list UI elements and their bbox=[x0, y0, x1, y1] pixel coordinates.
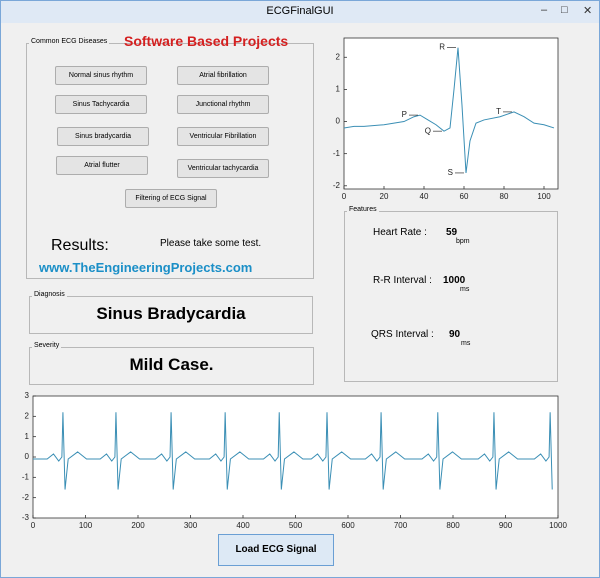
x-tick-label: 0 bbox=[342, 192, 347, 201]
button[interactable]: Junctional rhythm bbox=[177, 95, 269, 114]
panel-title: Severity bbox=[32, 342, 62, 349]
y-tick-label: 2 bbox=[336, 52, 341, 61]
feature-unit: ms bbox=[461, 340, 471, 347]
beat-plot: 0 20 40 60 80 100 -2 -1 0 1 2 P Q R S T bbox=[333, 37, 559, 201]
x-tick-label: 0 bbox=[31, 521, 36, 530]
feature-unit: ms bbox=[460, 286, 470, 293]
feature-value: 1000 bbox=[443, 275, 466, 286]
button[interactable]: Sinus Tachycardia bbox=[55, 95, 147, 114]
x-tick-label: 1000 bbox=[549, 521, 567, 530]
x-tick-label: 200 bbox=[131, 521, 145, 530]
feature-value: 90 bbox=[449, 329, 461, 340]
x-tick-label: 100 bbox=[79, 521, 93, 530]
y-tick-label: 3 bbox=[25, 391, 30, 400]
signal-plot: 0 100 200 300 400 500 600 700 800 900 1000 -3 -2 -1 0 1… bbox=[22, 391, 568, 530]
button[interactable]: Normal sinus rhythm bbox=[55, 66, 147, 85]
title-bar: ECGFinalGUI bbox=[1, 1, 599, 23]
annotation: Q bbox=[425, 126, 431, 135]
feature-label: Heart Rate : bbox=[373, 227, 427, 238]
feature-label: QRS Interval : bbox=[371, 329, 434, 340]
results-text: Please take some test. bbox=[160, 238, 262, 249]
x-tick-label: 100 bbox=[537, 192, 551, 201]
x-tick-label: 400 bbox=[236, 521, 250, 530]
window-title: ECGFinalGUI bbox=[266, 5, 334, 17]
y-tick-label: 1 bbox=[336, 85, 341, 94]
y-tick-label: -2 bbox=[22, 493, 30, 502]
diagnosis-value: Sinus Bradycardia bbox=[96, 304, 246, 323]
y-tick-label: 0 bbox=[336, 117, 341, 126]
severity-value: Mild Case. bbox=[129, 355, 214, 374]
ecg-line bbox=[343, 47, 555, 174]
y-tick-label: -3 bbox=[22, 513, 30, 522]
severity-panel bbox=[29, 347, 314, 385]
diseases-panel bbox=[26, 43, 314, 279]
banner: Software Based Projects bbox=[124, 33, 289, 49]
axes-box bbox=[32, 395, 559, 519]
close[interactable]: ✕ bbox=[583, 5, 593, 17]
x-tick-label: 20 bbox=[380, 192, 389, 201]
button[interactable]: Sinus bradycardia bbox=[57, 127, 149, 146]
annotation: T bbox=[496, 107, 501, 116]
button[interactable]: Filtering of ECG Signal bbox=[125, 189, 217, 208]
x-tick-label: 900 bbox=[499, 521, 513, 530]
features-panel bbox=[344, 211, 558, 382]
diagnosis-panel bbox=[29, 296, 313, 334]
maximize[interactable]: □ bbox=[561, 4, 568, 16]
minimize[interactable]: – bbox=[541, 4, 548, 16]
panel-title: Diagnosis bbox=[32, 291, 67, 298]
button[interactable]: Atrial flutter bbox=[56, 156, 148, 175]
y-tick-label: 2 bbox=[25, 411, 30, 420]
panel-title: Common ECG Diseases bbox=[29, 38, 110, 45]
x-tick-label: 40 bbox=[420, 192, 429, 201]
load-button[interactable]: Load ECG Signal bbox=[218, 534, 334, 566]
annotation: S bbox=[448, 168, 453, 177]
x-tick-label: 600 bbox=[341, 521, 355, 530]
annotation: R bbox=[439, 43, 445, 52]
x-tick-label: 80 bbox=[500, 192, 509, 201]
results-label: Results: bbox=[51, 237, 109, 254]
annotation: P bbox=[402, 110, 407, 119]
x-tick-label: 700 bbox=[394, 521, 408, 530]
y-tick-label: 0 bbox=[25, 452, 30, 461]
feature-value: 59 bbox=[446, 227, 458, 238]
x-tick-label: 60 bbox=[460, 192, 469, 201]
y-tick-label: -2 bbox=[333, 181, 341, 190]
button[interactable]: Ventricular Fibrillation bbox=[177, 127, 269, 146]
x-tick-label: 800 bbox=[446, 521, 460, 530]
ecg-line bbox=[33, 412, 553, 490]
feature-unit: bpm bbox=[456, 238, 470, 245]
website: www.TheEngineeringProjects.com bbox=[39, 260, 253, 275]
button[interactable]: Ventricular tachycardia bbox=[177, 159, 269, 178]
y-tick-label: 1 bbox=[25, 432, 30, 441]
x-tick-label: 500 bbox=[289, 521, 303, 530]
y-tick-label: -1 bbox=[22, 472, 30, 481]
feature-label: R-R Interval : bbox=[373, 275, 432, 286]
button[interactable]: Atrial fibrillation bbox=[177, 66, 269, 85]
x-tick-label: 300 bbox=[184, 521, 198, 530]
panel-title: Features bbox=[347, 206, 379, 213]
y-tick-label: -1 bbox=[333, 149, 341, 158]
